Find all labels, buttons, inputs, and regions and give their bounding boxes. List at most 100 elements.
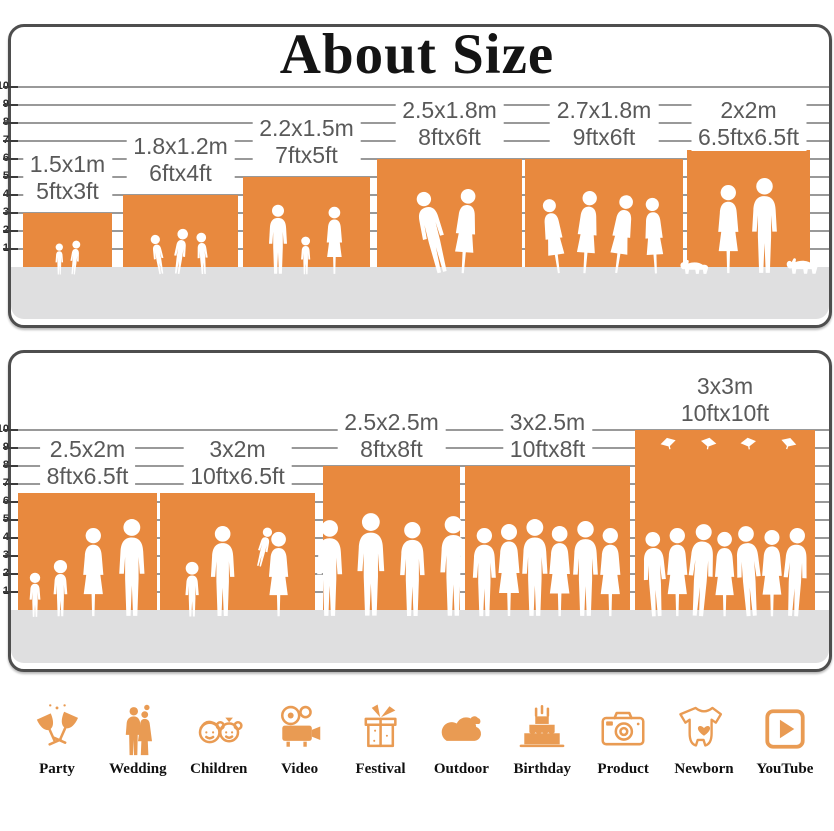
category-item: Newborn — [667, 694, 741, 778]
size-label: 2.5x1.8m 8ftx6ft — [395, 97, 504, 151]
cap-silhouette — [778, 435, 798, 453]
size-label: 2.5x2.5m 8ftx8ft — [337, 409, 446, 463]
child-silhouette — [67, 239, 84, 276]
graduation-caps — [660, 437, 797, 450]
child-silhouette — [250, 525, 276, 570]
floor — [11, 267, 829, 319]
category-item: YouTube — [748, 694, 822, 778]
man-silhouette — [569, 520, 602, 619]
category-item: Party — [20, 694, 94, 778]
axis-tick — [3, 230, 18, 232]
axis-tick — [3, 122, 18, 124]
size-block — [123, 195, 238, 275]
video-icon — [273, 694, 327, 756]
axis-tick — [3, 591, 18, 593]
woman-silhouette — [77, 527, 110, 619]
man-silhouette — [115, 518, 149, 619]
category-label: Party — [39, 761, 75, 777]
size-label: 2x2m 6.5ftx6.5ft — [690, 97, 807, 151]
man-silhouette — [637, 530, 671, 619]
size-metric-label: 2.7x1.8m — [556, 97, 652, 123]
silhouette-group — [316, 512, 466, 619]
woman-silhouette — [543, 525, 576, 619]
axis-tick — [3, 465, 18, 467]
woman-silhouette — [709, 531, 740, 619]
birthday-icon — [515, 694, 569, 756]
category-item: Wedding — [101, 694, 175, 778]
man-silhouette — [408, 188, 457, 278]
category-label: Newborn — [674, 761, 734, 777]
size-metric-label: 2.5x1.8m — [402, 97, 497, 123]
silhouette-group — [161, 525, 314, 619]
youtube-icon — [758, 694, 812, 756]
wedding-icon — [111, 694, 165, 756]
axis-tick — [3, 104, 18, 106]
size-block — [18, 493, 157, 617]
category-item: Children — [182, 694, 256, 778]
axis-tick — [3, 555, 18, 557]
child-silhouette — [168, 227, 193, 277]
man-silhouette — [518, 518, 552, 619]
category-label: Festival — [355, 761, 406, 777]
child-silhouette — [146, 233, 169, 277]
woman-silhouette — [447, 187, 484, 277]
size-label: 2.5x2m 8ftx6.5ft — [39, 436, 136, 490]
party-icon — [30, 694, 84, 756]
floor — [11, 610, 829, 663]
category-item: Birthday — [505, 694, 579, 778]
category-label: Wedding — [109, 761, 167, 777]
gridline — [11, 86, 829, 88]
axis-tick — [3, 429, 18, 431]
woman-silhouette — [637, 196, 669, 276]
axis-tick — [3, 86, 18, 88]
size-block — [680, 150, 818, 274]
size-imperial-label: 5ftx3ft — [36, 178, 99, 204]
axis-tick — [3, 248, 18, 250]
silhouette-group — [526, 190, 682, 276]
size-imperial-label: 8ftx6.5ft — [46, 463, 129, 489]
newborn-icon — [677, 694, 731, 756]
axis-tick — [3, 519, 18, 521]
category-item: Outdoor — [424, 694, 498, 778]
size-label: 2.7x1.8m 9ftx6ft — [549, 97, 659, 151]
size-imperial-label: 6.5ftx6.5ft — [697, 124, 800, 150]
category-label: YouTube — [756, 761, 814, 777]
size-block — [525, 159, 683, 274]
size-block — [465, 466, 630, 617]
woman-silhouette — [756, 529, 788, 619]
size-imperial-label: 6ftx4ft — [149, 160, 212, 186]
size-metric-label: 3x2m — [209, 436, 266, 462]
category-label: Outdoor — [433, 761, 489, 777]
axis-tick — [3, 537, 18, 539]
size-label: 1.8x1.2m 6ftx4ft — [126, 133, 235, 187]
category-label: Video — [281, 761, 319, 777]
size-imperial-label: 7ftx5ft — [275, 142, 338, 168]
axis-tick — [3, 158, 18, 160]
axis-tick — [3, 573, 18, 575]
category-item: Video — [263, 694, 337, 778]
size-label: 3x2m 10ftx6.5ft — [183, 436, 292, 490]
size-imperial-label: 10ftx10ft — [680, 400, 770, 426]
axis-tick — [3, 447, 18, 449]
child-silhouette — [298, 236, 313, 276]
man-silhouette — [777, 526, 812, 619]
silhouette-group — [466, 518, 629, 619]
man-silhouette — [748, 177, 781, 276]
man-silhouette — [313, 519, 346, 619]
size-metric-label: 1.5x1m — [29, 151, 106, 177]
category-item: Product — [586, 694, 660, 778]
festival-icon — [354, 694, 408, 756]
size-metric-label: 2.5x2.5m — [344, 409, 439, 435]
axis-tick — [3, 140, 18, 142]
cap-silhouette — [699, 436, 718, 452]
size-block — [23, 213, 112, 275]
silhouette-group — [680, 177, 818, 276]
backdrop-sizes-small: 1.5x1m 5ftx3ft 1.8x1.2m 6ftx4ft 2.2x1.5m 7ftx… — [8, 24, 832, 328]
size-imperial-label: 8ftx6ft — [418, 124, 481, 150]
man-silhouette — [729, 524, 767, 620]
size-label: 3x2.5m 10ftx8ft — [502, 409, 593, 463]
size-label: 3x3m 10ftx10ft — [673, 373, 777, 427]
woman-silhouette — [594, 527, 627, 619]
children-icon — [192, 694, 246, 756]
